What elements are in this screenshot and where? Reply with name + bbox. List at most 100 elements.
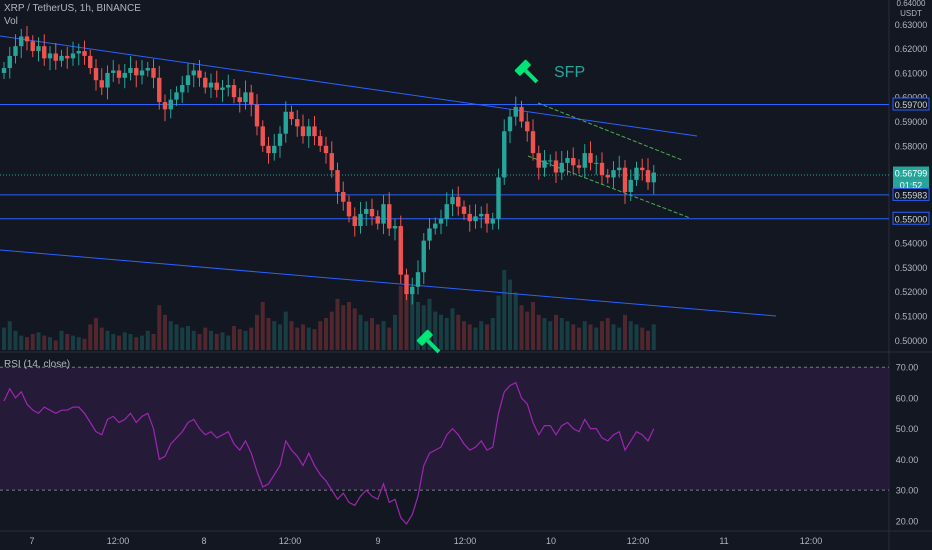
- price-axis-label-box: [892, 211, 930, 225]
- candle-body: [220, 87, 225, 90]
- price-axis-label-box: [892, 187, 930, 201]
- volume-bar: [278, 324, 282, 350]
- candle-body: [628, 179, 633, 193]
- candle-body: [237, 97, 242, 103]
- candle-body: [421, 240, 426, 273]
- candle-body: [208, 82, 214, 88]
- volume-bar: [48, 337, 52, 350]
- volume-bar: [611, 324, 616, 350]
- gavel-handle: [426, 339, 441, 354]
- candle-body: [484, 213, 490, 224]
- candle-body: [88, 55, 93, 69]
- candle-body: [180, 85, 185, 93]
- candle-body: [335, 170, 340, 193]
- candle-body: [588, 153, 593, 163]
- volume-bar: [94, 318, 98, 350]
- rsi-line: [0, 366, 889, 525]
- volume-bar: [605, 318, 610, 350]
- volume-bar: [105, 330, 110, 350]
- price-tick-label: 0.63000: [895, 20, 928, 30]
- candle-body: [542, 160, 547, 168]
- candle-body: [249, 92, 254, 105]
- candle-body: [24, 36, 30, 42]
- candle-body: [306, 126, 311, 137]
- price-axis-label: 01:52: [900, 181, 923, 191]
- candle-body: [622, 167, 628, 193]
- trend-lines[interactable]: [0, 35, 889, 317]
- volume-bar: [283, 311, 288, 350]
- candle-body: [525, 121, 530, 132]
- time-tick-label: 7: [29, 536, 34, 546]
- volume-bar: [525, 311, 530, 350]
- candle-body: [323, 145, 329, 154]
- price-tick-label: 0.59000: [895, 117, 928, 127]
- volume-bar: [140, 335, 144, 350]
- candle-body: [65, 55, 70, 59]
- volume-bar: [387, 327, 392, 350]
- volume-bar: [36, 332, 41, 350]
- volume-bar: [559, 318, 564, 350]
- volume-bar: [214, 334, 219, 350]
- volume-bar: [65, 334, 70, 350]
- price-tick-label: 0.62000: [895, 44, 928, 54]
- candle-body: [289, 111, 294, 120]
- rsi-tick-label: 50.00: [896, 424, 919, 434]
- candle-body: [548, 160, 553, 162]
- time-tick-label: 9: [375, 536, 380, 546]
- price-tick-label: 0.58000: [895, 141, 928, 151]
- candle-body: [197, 70, 202, 78]
- candle-body: [582, 153, 587, 168]
- time-tick-label: 8: [201, 536, 206, 546]
- volume-bar: [306, 327, 311, 350]
- volume-bar: [180, 327, 185, 350]
- volume-bar: [289, 321, 294, 350]
- candle-body: [565, 157, 570, 163]
- volume-bar: [640, 327, 645, 350]
- price-axis[interactable]: 0.630000.620000.610000.600000.590000.580…: [892, 0, 930, 526]
- channel-top: [537, 102, 683, 161]
- candle-body: [381, 204, 386, 224]
- volume-bar: [272, 321, 277, 350]
- candle-body: [157, 77, 162, 103]
- candle-body: [651, 172, 656, 183]
- volume-bar: [393, 314, 397, 350]
- volume-bar: [502, 270, 507, 350]
- volume-bar: [111, 334, 116, 350]
- candle-body: [502, 131, 507, 178]
- time-tick-label: 12:00: [627, 536, 650, 546]
- candle-body: [369, 209, 375, 217]
- candle-body: [559, 162, 564, 173]
- candle-body: [231, 85, 237, 98]
- candle-body: [473, 216, 478, 222]
- volume-bar: [421, 305, 426, 350]
- candle-body: [461, 206, 467, 214]
- volume-bar: [531, 302, 535, 350]
- candle-body: [611, 170, 616, 178]
- time-tick-label: 12:00: [279, 536, 302, 546]
- candle-body: [19, 36, 24, 47]
- candle-body: [116, 70, 122, 78]
- candle-body: [185, 75, 191, 86]
- time-axis[interactable]: 7 12:00 8 12:00 9 12:00 10 12:00 11 12:00: [29, 536, 822, 546]
- price-tick-label: 0.51000: [895, 311, 928, 321]
- candle-body: [53, 53, 58, 61]
- volume-bar: [341, 305, 346, 350]
- volume-bar: [404, 276, 409, 350]
- candle-body: [254, 104, 260, 127]
- candle-body: [605, 175, 610, 178]
- volume-bar: [485, 324, 489, 350]
- candle-body: [105, 72, 110, 88]
- rsi-series: [3, 381, 655, 525]
- rsi-label: RSI (14, close): [4, 359, 71, 370]
- candle-body: [191, 70, 196, 76]
- rsi-tick-label: 30.00: [896, 486, 919, 496]
- symbol-title[interactable]: XRP / TetherUS, 1h, BINANCE: [4, 3, 141, 14]
- price-tick-label: 0.54000: [895, 239, 928, 249]
- time-tick-label: 12:00: [800, 536, 823, 546]
- rsi-tick-label: 40.00: [896, 455, 919, 465]
- candle-body: [346, 201, 352, 217]
- candle-body: [329, 153, 334, 171]
- candle-body: [530, 131, 536, 154]
- volume-bar: [266, 318, 271, 350]
